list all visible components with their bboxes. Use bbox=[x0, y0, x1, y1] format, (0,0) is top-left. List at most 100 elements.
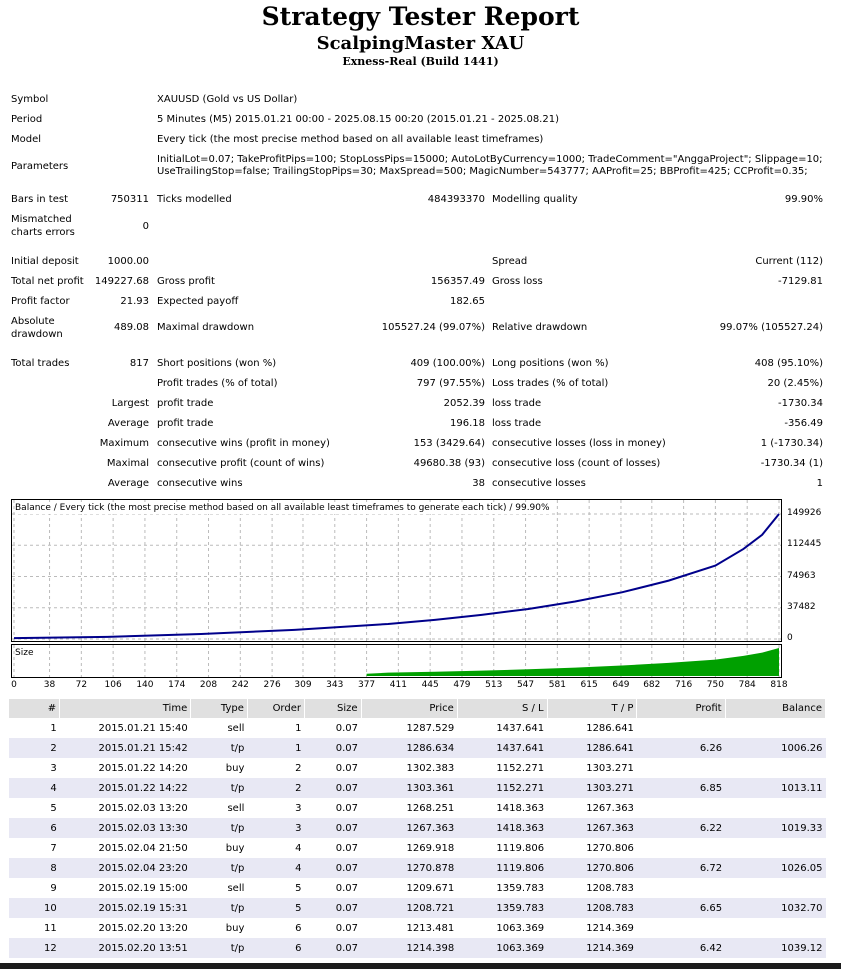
maximal-profit-label: consecutive profit (count of wins) bbox=[157, 458, 325, 469]
x-tick-label: 72 bbox=[75, 680, 88, 690]
table-cell: 5 bbox=[50, 802, 57, 814]
maximal-label: Maximal bbox=[106, 458, 149, 469]
balance-series-line bbox=[13, 513, 780, 640]
ticks-value: 484393370 bbox=[427, 194, 485, 205]
max-drawdown-label: Maximal drawdown bbox=[157, 322, 255, 333]
avg-cons-losses-label: consecutive losses bbox=[492, 478, 586, 489]
x-tick-label: 106 bbox=[104, 680, 122, 690]
table-cell: buy bbox=[225, 922, 245, 934]
table-cell: 10 bbox=[9, 898, 60, 918]
table-row: 11 2015.02.20 13:20 buy 6 0.07 1213.481 1063.3… bbox=[9, 918, 826, 938]
parameters-line-1: InitialLot=0.07; TakeProfitPips=100; Sto… bbox=[157, 154, 823, 165]
table-cell: 2015.02.04 23:20 bbox=[59, 858, 191, 878]
quality-value: 99.90% bbox=[784, 194, 823, 205]
table-cell: 12 bbox=[9, 938, 60, 958]
rel-drawdown-value: 99.07% (105527.24) bbox=[719, 322, 823, 333]
table-cell: 0.07 bbox=[335, 882, 358, 894]
bars-value: 750311 bbox=[110, 194, 149, 205]
largest-loss-value: -1730.34 bbox=[778, 398, 823, 409]
column-header: S / L bbox=[457, 699, 548, 718]
table-cell bbox=[725, 918, 825, 938]
table-cell: 2015.02.20 13:20 bbox=[98, 922, 188, 934]
table-cell: 2015.01.22 14:22 bbox=[59, 778, 191, 798]
table-cell: 6.42 bbox=[636, 938, 726, 958]
abs-drawdown-label-2: drawdown bbox=[11, 329, 63, 340]
abs-drawdown-value: 489.08 bbox=[114, 322, 149, 333]
table-cell: 1214.369 bbox=[547, 938, 637, 958]
table-cell: 9 bbox=[50, 882, 57, 894]
table-cell: t/p bbox=[190, 818, 248, 838]
loss-trades-value: 20 (2.45%) bbox=[767, 378, 823, 389]
table-cell: 1152.271 bbox=[496, 762, 545, 774]
max-cons-losses-label: consecutive losses (loss in money) bbox=[492, 438, 666, 449]
chart-title: Balance / Every tick (the most precise m… bbox=[15, 502, 550, 514]
mismatched-label-1: Mismatched bbox=[11, 214, 72, 225]
table-cell: 0.07 bbox=[304, 778, 361, 798]
table-cell: 0.07 bbox=[304, 938, 361, 958]
short-positions-label: Short positions (won %) bbox=[157, 358, 277, 369]
max-cons-losses-value: 1 (-1730.34) bbox=[760, 438, 823, 449]
table-cell bbox=[725, 798, 825, 818]
ea-name: ScalpingMaster XAU bbox=[316, 33, 525, 54]
table-cell: t/p bbox=[190, 938, 248, 958]
table-cell: buy bbox=[225, 762, 245, 774]
x-tick-label: 208 bbox=[199, 680, 218, 690]
table-cell: 0.07 bbox=[335, 802, 358, 814]
x-tick-label: 309 bbox=[294, 680, 312, 690]
table-cell: 1214.369 bbox=[586, 922, 634, 934]
y-tick-label: 74963 bbox=[787, 570, 816, 581]
profit-factor-label: Profit factor bbox=[11, 296, 70, 307]
table-cell: 1270.806 bbox=[547, 858, 637, 878]
table-cell: 1287.529 bbox=[406, 722, 455, 734]
model-value: Every tick (the most precise method base… bbox=[157, 134, 544, 145]
table-cell: 4 bbox=[9, 778, 60, 798]
report-title: Strategy Tester Report bbox=[261, 2, 580, 31]
table-cell bbox=[725, 878, 825, 898]
table-cell: 1303.361 bbox=[361, 778, 458, 798]
table-cell: 0.07 bbox=[304, 738, 361, 758]
total-trades-label: Total trades bbox=[11, 358, 70, 369]
period-value: 5 Minutes (M5) 2015.01.21 00:00 - 2025.0… bbox=[157, 114, 559, 125]
x-tick-label: 242 bbox=[231, 680, 249, 690]
largest-label: Largest bbox=[111, 398, 149, 409]
table-cell: 6.65 bbox=[636, 898, 726, 918]
table-cell: 1418.363 bbox=[496, 802, 545, 814]
table-cell: 1063.369 bbox=[457, 938, 548, 958]
y-tick-label: 112445 bbox=[787, 539, 822, 550]
x-tick-label: 784 bbox=[738, 680, 756, 690]
x-tick-label: 581 bbox=[548, 680, 566, 690]
table-cell: 1208.721 bbox=[361, 898, 458, 918]
table-cell: 0.07 bbox=[335, 762, 358, 774]
table-body: 1 2015.01.21 15:40 sell 1 0.07 1287.529 1437.6… bbox=[9, 718, 826, 958]
table-cell: 1286.641 bbox=[547, 738, 637, 758]
table-cell: 1006.26 bbox=[725, 738, 826, 758]
mismatched-label-2: charts errors bbox=[11, 227, 75, 238]
largest-loss-label: loss trade bbox=[492, 398, 542, 409]
table-cell: 1 bbox=[295, 722, 302, 734]
table-cell: 6.22 bbox=[636, 818, 726, 838]
table-cell bbox=[637, 718, 725, 738]
profit-trades-value: 797 (97.55%) bbox=[416, 378, 485, 389]
avg-cons-wins-label: consecutive wins bbox=[157, 478, 243, 489]
table-cell bbox=[637, 838, 725, 858]
model-label: Model bbox=[11, 134, 42, 145]
deposit-label: Initial deposit bbox=[11, 256, 79, 267]
column-header: Size bbox=[304, 699, 362, 718]
table-cell: 1032.70 bbox=[725, 898, 826, 918]
table-cell bbox=[637, 758, 725, 778]
table-cell: 2 bbox=[295, 762, 302, 774]
largest-profit-value: 2052.39 bbox=[443, 398, 485, 409]
y-tick-label: 0 bbox=[787, 633, 793, 643]
table-cell: 0.07 bbox=[335, 722, 358, 734]
table-cell: 2015.02.20 13:51 bbox=[59, 938, 191, 958]
table-cell: 7 bbox=[50, 842, 57, 854]
avg-loss-value: -356.49 bbox=[784, 418, 823, 429]
x-tick-label: 38 bbox=[43, 680, 56, 690]
table-cell: 1 bbox=[50, 722, 57, 734]
table-cell: sell bbox=[227, 882, 245, 894]
avg-profit-label: profit trade bbox=[157, 418, 214, 429]
table-row: 12 2015.02.20 13:51 t/p 6 0.07 1214.398 1063.3… bbox=[9, 938, 826, 958]
table-cell: 1209.671 bbox=[406, 882, 455, 894]
x-tick-label: 411 bbox=[389, 680, 407, 690]
